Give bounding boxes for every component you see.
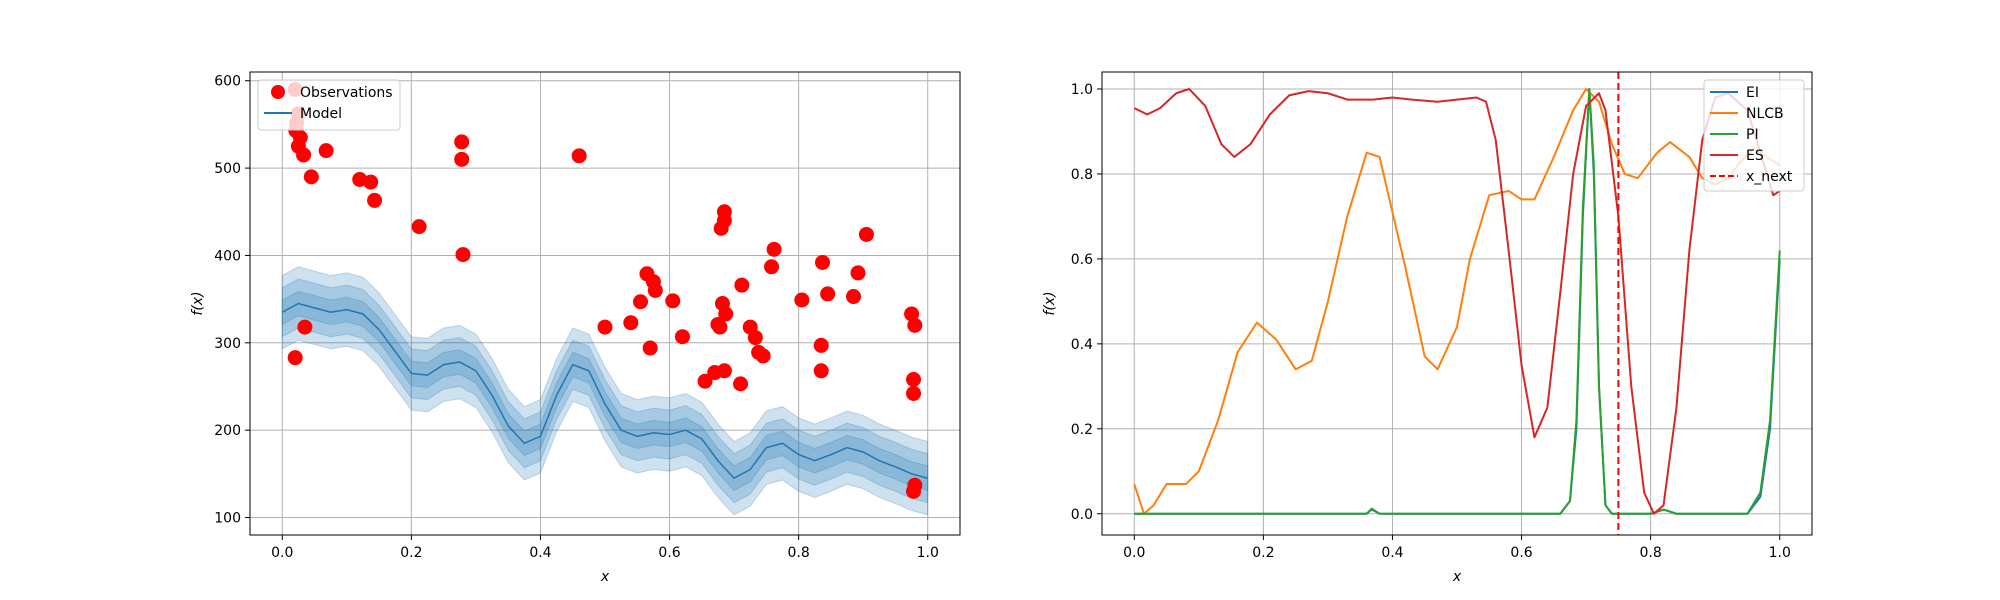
chart-right-acquisition-functions: 0.0 0.2 0.4 0.6 0.8 1.0 0.0 0.2 0.4 0.6 0.8 1.0 x f(x… [1042, 71, 1813, 585]
observation-point [813, 363, 829, 379]
observation-point [813, 337, 829, 353]
observation-point [904, 306, 920, 322]
right-ticks: 0.0 0.2 0.4 0.6 0.8 1.0 0.0 0.2 0.4 0.6 0.8 1.0 [1071, 82, 1791, 561]
observation-point [642, 340, 658, 356]
observation-point [287, 350, 303, 366]
left-xtick-label: 0.4 [529, 545, 551, 561]
observation-point [907, 317, 923, 333]
right-xtick-label: 0.2 [1252, 545, 1274, 561]
observation-point [794, 292, 810, 308]
observation-point [623, 315, 639, 331]
right-axes-frame [1101, 71, 1813, 536]
observation-point [846, 289, 861, 305]
series-line-nlcb [1133, 87, 1781, 515]
observation-point [571, 148, 587, 164]
left-legend-box [257, 79, 401, 131]
left-xtick-label: 0.6 [658, 545, 680, 561]
left-xtick-label: 0.2 [400, 545, 422, 561]
observation-point [674, 329, 690, 345]
model-band-1sigma [281, 290, 929, 492]
observation-point [906, 483, 922, 499]
model-band-2sigma [281, 278, 929, 504]
legend-label-x-next: x_next [1746, 169, 1793, 185]
right-ytick-label: 0.0 [1071, 507, 1093, 523]
observation-point [697, 373, 713, 389]
left-ytick-label: 400 [214, 248, 241, 264]
observation-point [665, 293, 681, 309]
right-xtick-label: 0.4 [1381, 545, 1403, 561]
observation-point [747, 330, 763, 346]
left-legend: Observations Model [257, 79, 401, 131]
observation-point [454, 134, 470, 150]
right-ytick-label: 0.4 [1071, 337, 1093, 353]
observation-point [318, 143, 334, 159]
left-ytick-label: 600 [214, 74, 241, 90]
observation-point [297, 319, 313, 335]
right-data-layer [1133, 72, 1781, 535]
observation-point [850, 265, 866, 281]
left-axes-frame [249, 71, 961, 536]
observation-point [597, 319, 613, 335]
left-ytick-label: 500 [214, 161, 241, 177]
left-ytick-label: 300 [214, 336, 241, 352]
right-ytick-label: 0.8 [1071, 167, 1093, 183]
observation-point [734, 277, 750, 293]
legend-marker-observations [271, 85, 285, 99]
legend-label-es: ES [1746, 148, 1764, 164]
left-data-layer [281, 81, 929, 516]
observation-point [766, 241, 782, 257]
left-x-axis-label: x [600, 569, 610, 585]
right-y-axis-label: f(x) [1042, 291, 1058, 315]
observation-point [411, 219, 427, 235]
observation-point [815, 254, 831, 270]
right-ytick-label: 0.2 [1071, 422, 1093, 438]
right-legend: EI NLCB PI ES x_next [1703, 79, 1805, 192]
right-ytick-label: 0.6 [1071, 252, 1093, 268]
legend-label-ei: EI [1746, 85, 1759, 101]
observation-point [906, 385, 922, 401]
right-ytick-label: 1.0 [1071, 82, 1093, 98]
right-xtick-label: 0.6 [1510, 545, 1532, 561]
observation-point [363, 174, 379, 190]
right-x-axis-label: x [1452, 569, 1462, 585]
observation-point [303, 169, 319, 185]
left-ytick-label: 200 [214, 423, 241, 439]
observation-point [716, 363, 732, 379]
right-xtick-label: 0.8 [1640, 545, 1662, 561]
left-ytick-label: 100 [214, 511, 241, 527]
observation-point [906, 372, 922, 388]
observation-point [718, 306, 734, 322]
observation-point [296, 147, 312, 163]
observation-point [647, 282, 663, 298]
legend-label-observations: Observations [300, 85, 393, 101]
left-xtick-label: 0.0 [271, 545, 293, 561]
series-line-pi [1134, 87, 1781, 515]
observation-point [764, 259, 780, 275]
right-xtick-label: 0.0 [1123, 545, 1145, 561]
model-band-3sigma [281, 266, 929, 516]
observation-point [367, 192, 383, 208]
observation-point [633, 294, 648, 310]
legend-label-model: Model [300, 106, 342, 122]
left-xtick-label: 1.0 [917, 545, 939, 561]
observation-point [820, 286, 836, 302]
observation-point [733, 376, 749, 392]
series-line-es [1133, 87, 1781, 515]
left-ticks: 0.0 0.2 0.4 0.6 0.8 1.0 100 200 300 400 500 600 [214, 74, 939, 561]
right-legend-box [1703, 79, 1805, 192]
legend-label-pi: PI [1746, 127, 1759, 143]
chart-left-surrogate-model: 0.0 0.2 0.4 0.6 0.8 1.0 100 200 300 400 500 600 x f(x… [190, 71, 961, 585]
right-xtick-label: 1.0 [1769, 545, 1791, 561]
observation-point [455, 247, 471, 263]
observation-point [712, 319, 728, 335]
left-y-axis-label: f(x) [190, 291, 206, 315]
left-xtick-label: 0.8 [788, 545, 810, 561]
observation-point [858, 226, 874, 242]
observation-point [755, 348, 771, 364]
model-mean-line [281, 302, 928, 480]
legend-label-nlcb: NLCB [1746, 106, 1784, 122]
observation-point [716, 204, 732, 220]
observation-point [454, 151, 470, 167]
